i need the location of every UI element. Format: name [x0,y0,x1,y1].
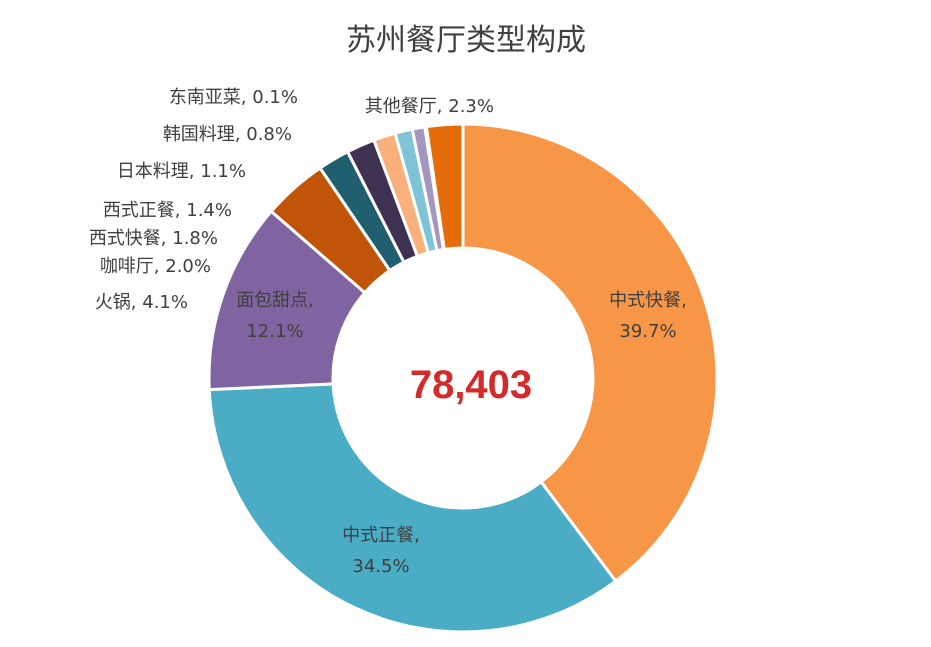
label-9: 东南亚菜, 0.1% [169,87,298,108]
slice-1 [207,382,618,634]
label-name-0: 中式快餐, [609,290,687,311]
label-4: 咖啡厅, 2.0% [100,256,211,277]
label-value-2: 12.1% [246,321,303,342]
slice-10 [424,122,465,252]
label-value-0: 39.7% [619,321,676,342]
slices-group [207,122,719,634]
slice-0 [461,122,719,584]
label-name-2: 面包甜点, [236,290,314,311]
label-6: 西式正餐, 1.4% [103,200,232,221]
labels-group: 中式快餐, 39.7% 中式正餐, 34.5% 面包甜点, 12.1% 火锅, 4.1% 咖啡… [89,87,687,577]
label-7: 日本料理, 1.1% [117,161,246,182]
label-5: 西式快餐, 1.8% [89,228,218,249]
label-name-1: 中式正餐, [342,525,420,546]
chart-title: 苏州餐厅类型构成 [346,23,586,58]
center-total: 78,403 [410,363,532,407]
label-8: 韩国料理, 0.8% [163,124,292,145]
label-3: 火锅, 4.1% [95,292,188,313]
label-value-1: 34.5% [352,556,409,577]
label-10: 其他餐厅, 2.3% [365,96,494,117]
